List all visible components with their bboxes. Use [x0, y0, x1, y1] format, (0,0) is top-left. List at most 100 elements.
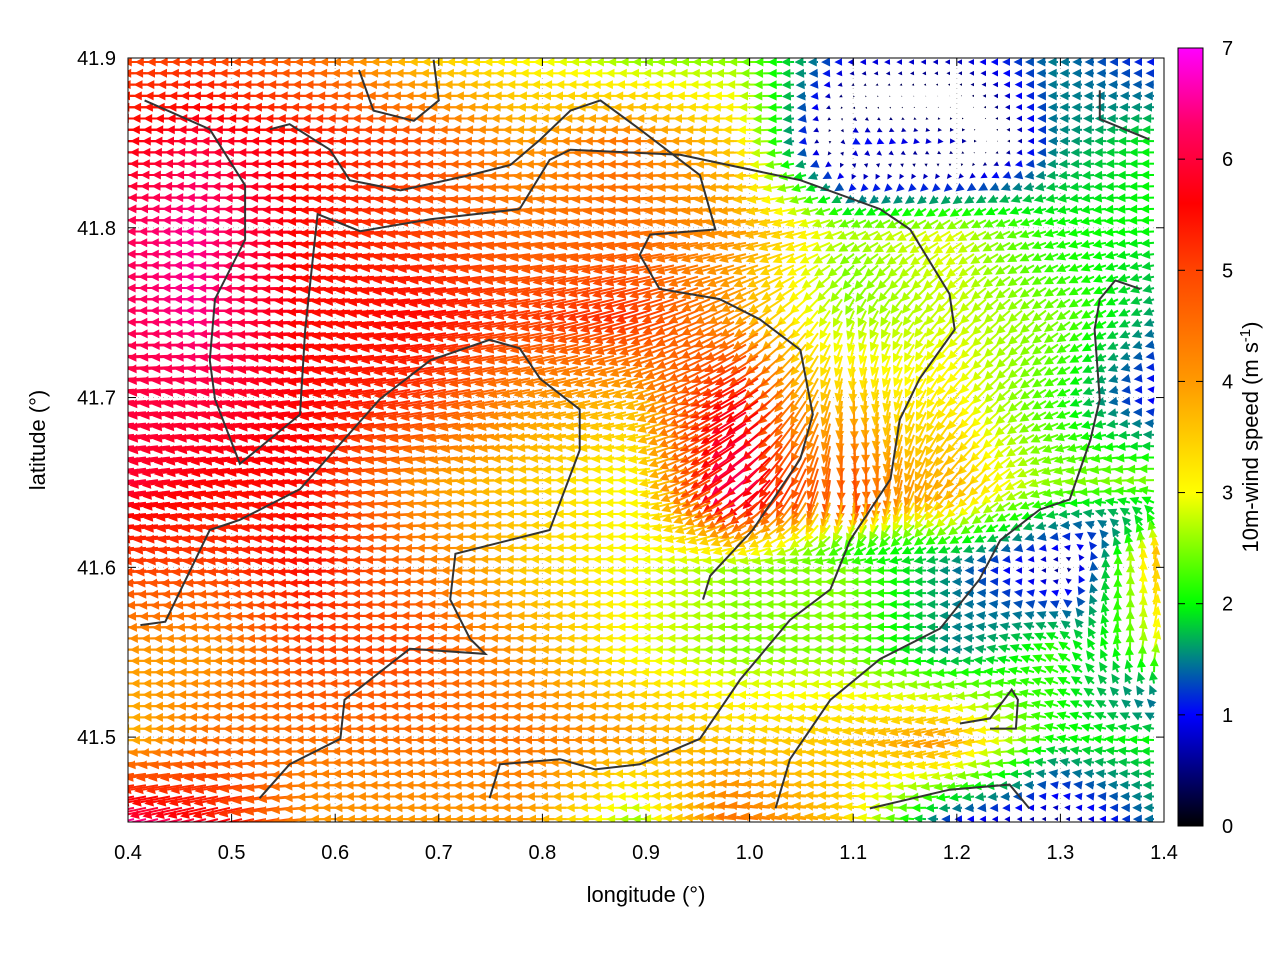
wind-vector-head: [134, 69, 143, 78]
wind-vector-head: [374, 229, 383, 238]
wind-vector-head: [574, 125, 583, 134]
wind-vector-head: [669, 195, 678, 204]
wind-vector-head: [958, 71, 962, 75]
wind-vector-shaft: [1089, 322, 1094, 325]
wind-vector-shaft: [1076, 299, 1082, 302]
wind-vector-head: [236, 194, 245, 203]
wind-vector-shaft: [1114, 322, 1118, 324]
wind-vector-head: [669, 171, 678, 180]
wind-vector-head: [513, 171, 522, 180]
wind-vector-head: [210, 273, 219, 282]
wind-vector-head: [662, 103, 671, 112]
wind-vector-head: [120, 114, 129, 123]
wind-vector-head: [703, 69, 712, 78]
wind-vector-head: [811, 104, 818, 111]
wind-vector-shaft: [966, 390, 974, 399]
wind-vector-head: [369, 69, 378, 78]
wind-vector-head: [150, 306, 159, 315]
wind-vector-head: [161, 227, 170, 236]
wind-vector-head: [1071, 148, 1080, 157]
wind-vector-head: [175, 182, 184, 191]
wind-vector-head: [223, 330, 232, 339]
wind-vector-head: [162, 318, 171, 327]
wind-vector-shaft: [1089, 254, 1094, 256]
wind-vector-shaft: [1003, 311, 1010, 317]
wind-vector-head: [103, 250, 112, 259]
wind-vector-head: [676, 91, 685, 100]
wind-vector-head: [644, 206, 653, 215]
wind-vector-head: [668, 58, 677, 67]
wind-vector-head: [173, 227, 182, 236]
wind-vector-head: [620, 58, 629, 67]
wind-vector-head: [449, 195, 458, 204]
wind-vector-head: [337, 240, 346, 249]
wind-vector-head: [889, 128, 895, 132]
wind-vector-head: [252, 114, 261, 123]
wind-vector-shaft: [871, 220, 878, 224]
wind-vector-shaft: [897, 322, 902, 331]
wind-vector-shaft: [871, 254, 878, 259]
wind-vector-head: [290, 103, 299, 112]
wind-vector-head: [808, 58, 817, 67]
wind-vector-head: [261, 296, 270, 305]
wind-vector-head: [349, 183, 358, 192]
wind-vector-head: [571, 171, 580, 180]
wind-vector-head: [686, 114, 695, 123]
wind-vector-head: [1046, 182, 1056, 191]
wind-vector-head: [104, 376, 113, 385]
wind-vector-shaft: [896, 288, 902, 295]
wind-vector-shaft: [1015, 243, 1022, 246]
wind-vector-head: [521, 58, 530, 67]
wind-vector-shaft: [991, 378, 998, 385]
wind-vector-head: [236, 318, 245, 327]
wind-vector-head: [150, 295, 159, 304]
wind-vector-head: [536, 183, 545, 192]
wind-vector-head: [559, 183, 568, 192]
wind-vector-head: [814, 268, 824, 277]
wind-vector-head: [1012, 183, 1022, 192]
wind-vector-head: [424, 206, 433, 215]
wind-vector-head: [139, 204, 148, 213]
wind-vector-head: [1128, 227, 1137, 236]
wind-vector-shaft: [1041, 220, 1046, 222]
wind-vector-shaft: [837, 209, 842, 211]
wind-vector-head: [1056, 300, 1066, 309]
wind-vector-head: [500, 183, 509, 192]
wind-vector-head: [1020, 357, 1030, 366]
wind-vector-head: [206, 69, 215, 78]
wind-vector-shaft: [984, 198, 986, 199]
wind-vector-head: [1082, 159, 1091, 168]
wind-vector-shaft: [1039, 299, 1046, 304]
wind-vector-head: [782, 80, 791, 89]
wind-vector-head: [152, 182, 161, 191]
wind-vector-head: [337, 183, 346, 192]
wind-vector-head: [1147, 386, 1154, 393]
wind-vector-head: [1105, 262, 1115, 271]
wind-vector-head: [483, 58, 492, 67]
wind-vector-head: [253, 103, 262, 112]
wind-vector-head: [403, 103, 412, 112]
wind-vector-head: [303, 103, 312, 112]
wind-vector-head: [315, 103, 324, 112]
wind-vector-head: [95, 137, 104, 146]
wind-vector-head: [1048, 103, 1057, 112]
wind-vector-head: [1048, 91, 1057, 100]
wind-vector-head: [1106, 137, 1115, 146]
wind-vector-head: [893, 195, 903, 204]
wind-vector-head: [1069, 182, 1078, 191]
wind-vector-head: [224, 342, 233, 351]
wind-vector-head: [300, 217, 309, 226]
wind-vector-head: [581, 69, 590, 78]
wind-vector-shaft: [900, 198, 902, 199]
wind-vector-head: [1059, 125, 1068, 134]
wind-vector-head: [1037, 91, 1046, 100]
wind-vector-head: [512, 183, 521, 192]
wind-vector-head: [1094, 159, 1103, 168]
wind-vector-head: [1022, 194, 1032, 203]
wind-vector-head: [726, 80, 735, 89]
wind-vector-shaft: [775, 152, 782, 153]
wind-vector-shaft: [1039, 322, 1046, 327]
wind-vector-head: [993, 161, 999, 166]
wind-vector-head: [1032, 288, 1042, 297]
wind-vector-head: [1044, 345, 1054, 354]
